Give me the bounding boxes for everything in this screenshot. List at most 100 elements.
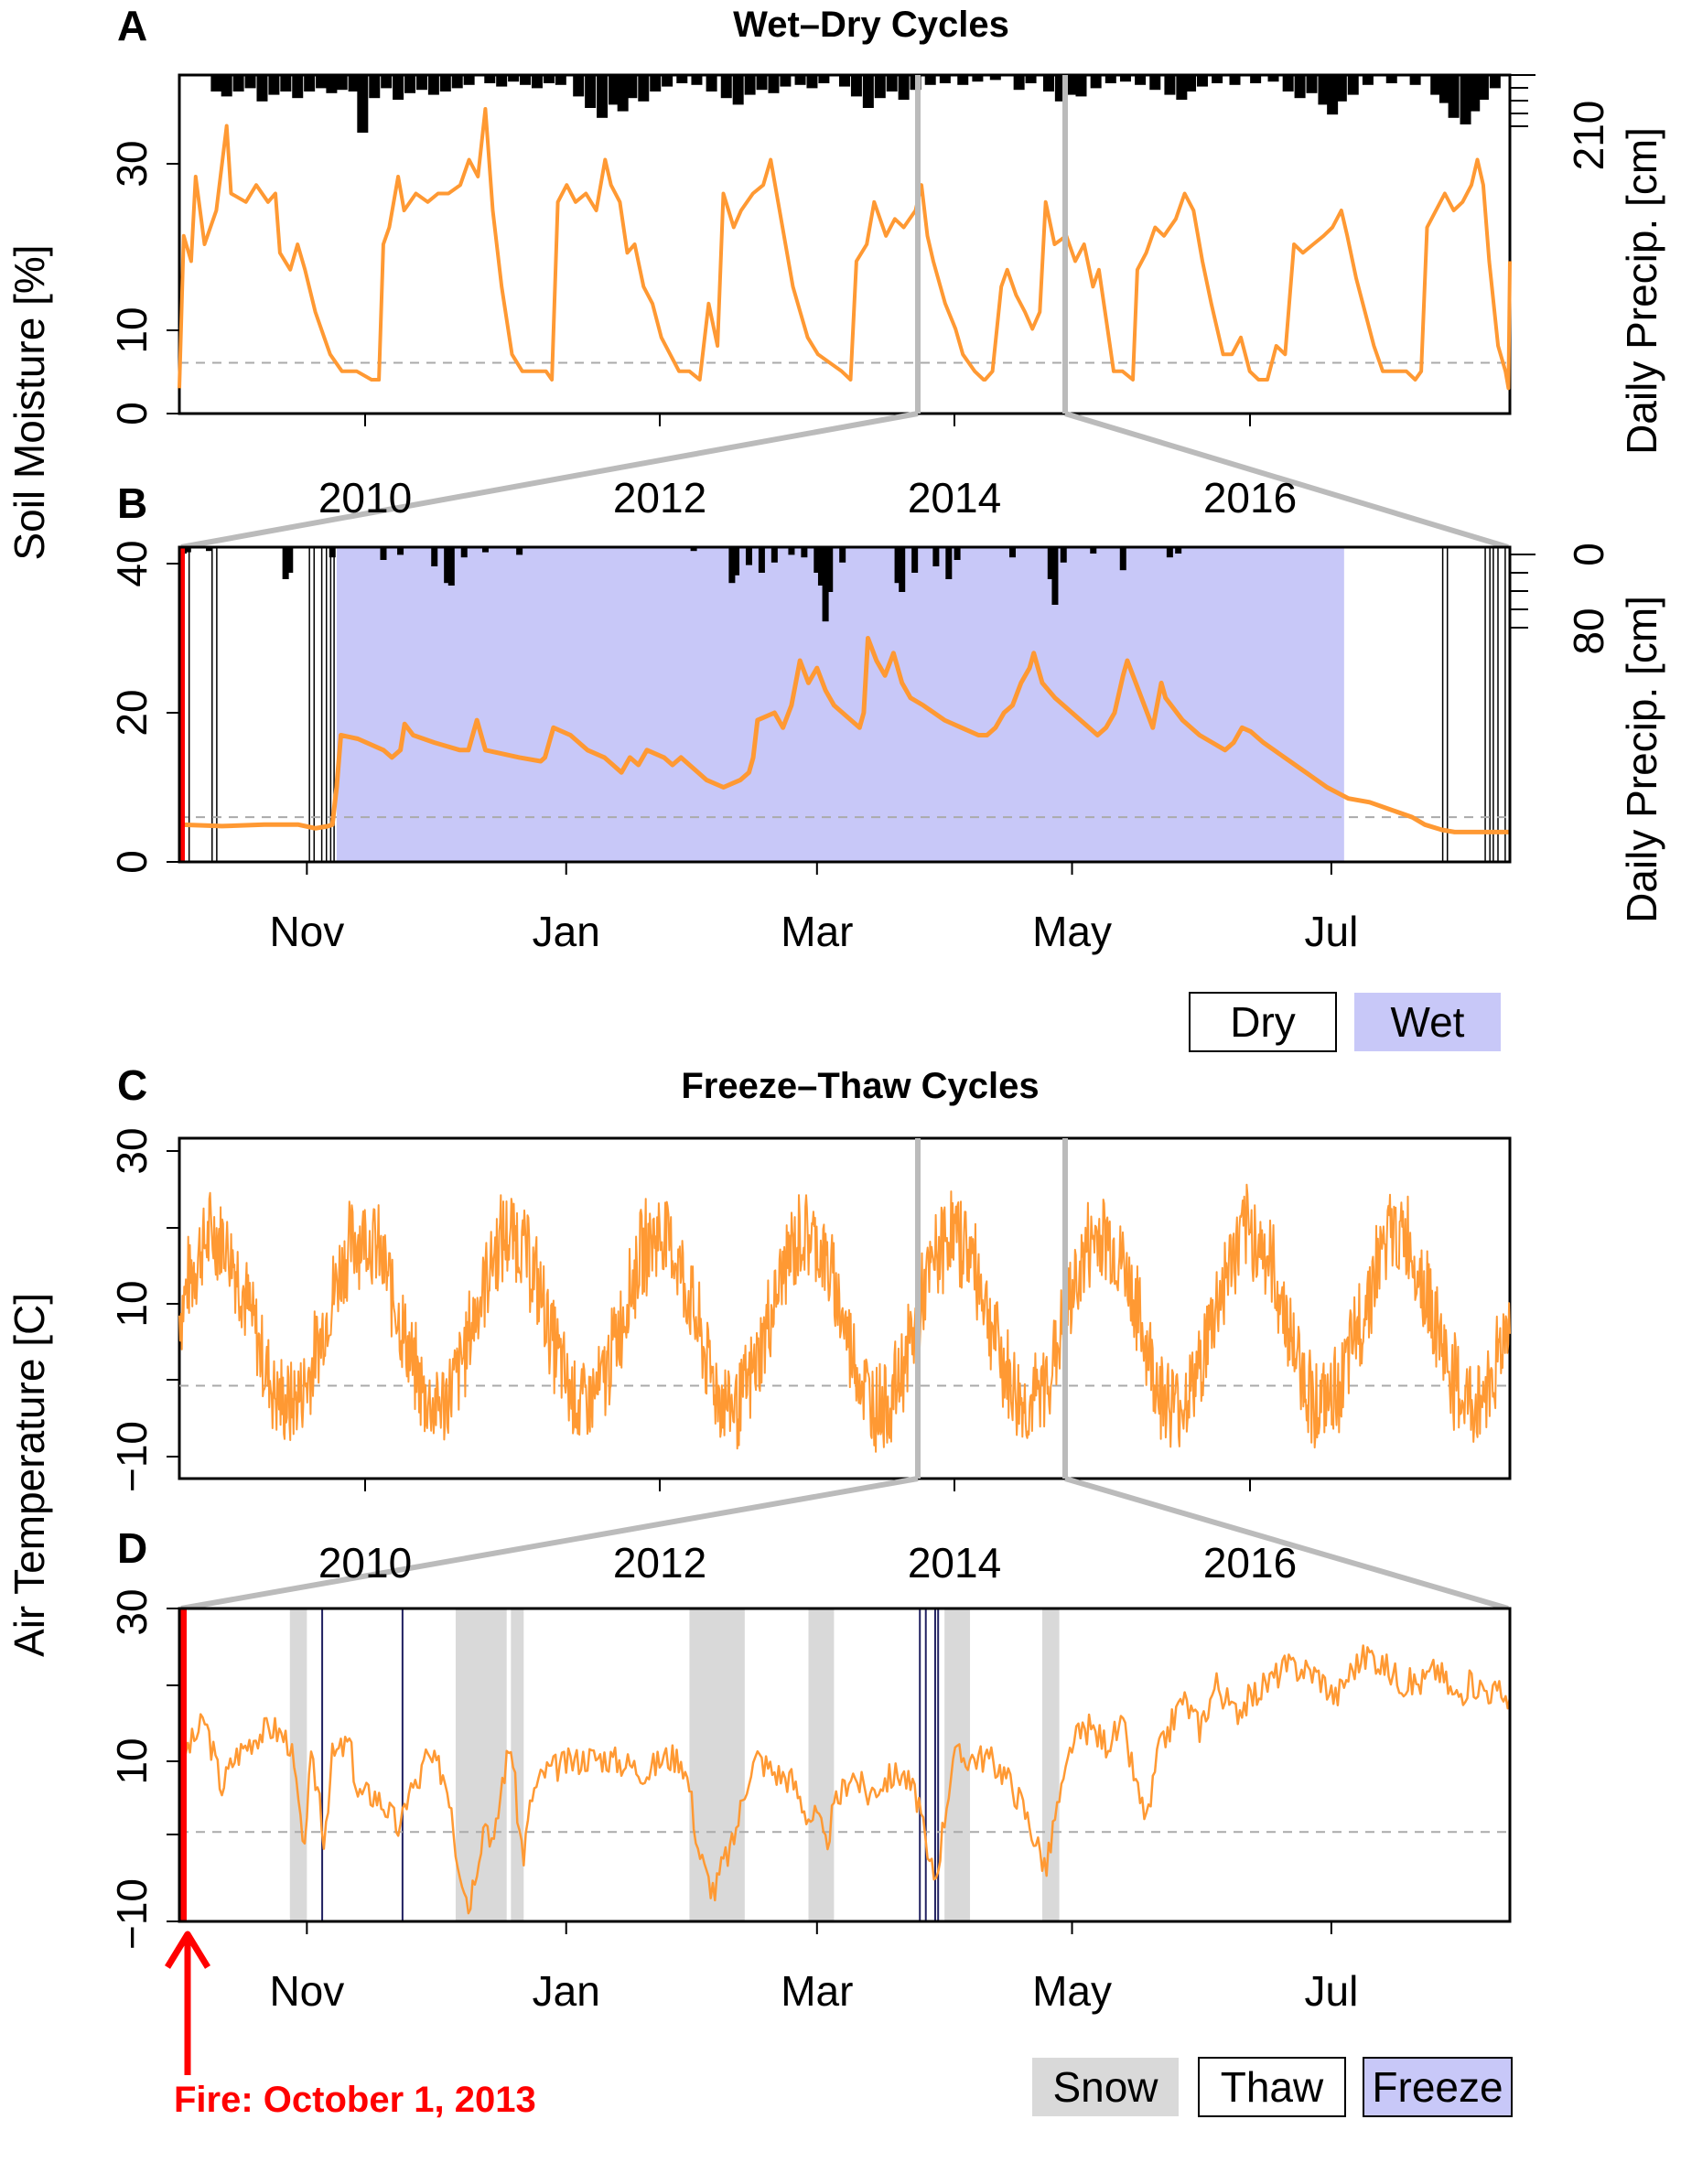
panel-b-x-ticks: Nov Jan Mar May Jul <box>269 862 1358 955</box>
panel-a-precip-bar-77 <box>1196 75 1208 87</box>
legend-dry-label: Dry <box>1230 998 1296 1046</box>
legend-dry-swatch <box>1189 992 1337 1052</box>
panel-b-precip-bar-23 <box>817 547 824 586</box>
panel-a-precip-bar-10 <box>326 75 338 93</box>
panel-a-precip-bar-46 <box>768 75 780 93</box>
panel-a-title: Wet–Dry Cycles <box>733 5 1009 45</box>
panel-d-ytick-label-30: 30 <box>108 1588 156 1635</box>
panel-b-precip-bar-27 <box>894 547 901 584</box>
panel-a-precip-bar-92 <box>1430 75 1442 95</box>
zoom-connector-cd-right <box>1064 1476 1509 1611</box>
panel-b-precip-bar-38 <box>1119 547 1126 571</box>
panel-d-snow-periods <box>289 1608 1060 1921</box>
panel-b-xtick-label-2: Mar <box>781 908 853 955</box>
panel-b-precip-bar-34 <box>1047 547 1054 579</box>
panel-c-letter: C <box>117 1061 147 1109</box>
panel-b-precip-bar-39 <box>1166 547 1173 558</box>
panel-a-precip-bar-78 <box>1212 75 1223 83</box>
panel-c-frame <box>178 1136 1512 1480</box>
legend-freeze-label: Freeze <box>1372 2063 1503 2111</box>
panel-a-precip-bar-25 <box>508 75 520 82</box>
panel-b-xtick-label-0: Nov <box>269 908 344 955</box>
panel-a-precip-bar-68 <box>1075 75 1087 97</box>
panel-a-ytick-label-10: 10 <box>108 307 156 353</box>
panel-a-precip-bar-8 <box>304 75 316 91</box>
panel-a-precip-bar-63 <box>1013 75 1025 91</box>
panel-a-frame <box>178 73 1512 415</box>
panel-a-precip-bar-67 <box>1066 75 1078 95</box>
panel-b-precip-bar-15 <box>728 547 736 584</box>
panel-b-wet-period <box>336 547 1344 862</box>
panel-a-precip-bar-75 <box>1176 75 1188 100</box>
panel-a-xtick-label-2016: 2016 <box>1203 474 1297 522</box>
panel-b-precip-bar-2 <box>206 547 213 552</box>
panel-d-xtick-label-1: Jan <box>533 1967 600 2015</box>
panel-c: C Freeze–Thaw Cycles −10 10 30 <box>108 1061 1512 1492</box>
panel-d-x-ticks: Nov Jan Mar May Jul <box>269 1921 1358 2015</box>
panel-a-precip-bar-95 <box>1460 75 1471 124</box>
panel-a-precip-bar-90 <box>1385 75 1397 83</box>
panel-b-precip-bar-40 <box>1175 547 1182 554</box>
fire-arrow-head <box>165 1931 210 1969</box>
panel-a-precip-bar-9 <box>316 75 328 89</box>
panel-b-precip-bar-4 <box>286 547 294 573</box>
panel-b-ytick-label-0: 0 <box>108 850 156 874</box>
panel-a-precip-bar-6 <box>280 75 292 91</box>
panel-b-precip-bar-30 <box>932 547 940 566</box>
panel-a-precip-bar-76 <box>1185 75 1197 91</box>
panel-d-ytick-label-10: 10 <box>108 1738 156 1784</box>
panel-b-precip-bar-19 <box>770 547 778 563</box>
panel-b-precip-bar-17 <box>745 547 752 565</box>
panel-a-precip-bar-94 <box>1448 75 1460 118</box>
panel-a-precip-bar-3 <box>244 75 256 89</box>
legend-wet-swatch <box>1354 993 1501 1051</box>
panel-d-letter: D <box>117 1524 147 1572</box>
panel-b-precip-bar-26 <box>839 547 846 563</box>
panel-d-snow-period-1 <box>455 1608 507 1921</box>
legend-temperature: Snow Thaw Freeze <box>1032 2057 1513 2117</box>
panel-a: A Wet–Dry Cycles 0 10 30 210 Daily Preci… <box>108 2 1665 455</box>
panel-a-precip-bar-35 <box>626 75 638 99</box>
panel-a-precip-bar-27 <box>531 75 543 89</box>
panel-a-precip-bar-55 <box>886 75 898 91</box>
panel-b-precip-bar-22 <box>814 547 821 573</box>
panel-a-precip-bar-4 <box>256 75 268 102</box>
panel-a-precip-bar-97 <box>1477 75 1489 100</box>
soil-moisture-axis-label: Soil Moisture [%] <box>5 244 53 560</box>
panel-b-precip-bar-10 <box>447 547 455 586</box>
panel-a-precip-bar-98 <box>1489 75 1501 89</box>
panel-a-precip-bar-28 <box>543 75 555 83</box>
panel-a-precip-bar-26 <box>520 75 532 85</box>
panel-a-precip-bar-16 <box>393 75 404 100</box>
panel-a-precip-bar-65 <box>1042 75 1054 91</box>
panel-b-precip-bar-35 <box>1051 547 1059 605</box>
panel-d: D −10 10 30 Nov Jan Mar May Jul <box>108 1524 1512 2015</box>
panel-b-precip-bar-25 <box>826 547 834 592</box>
panel-a-precip-bar-29 <box>555 75 566 85</box>
panel-c-ytick-label-30: 30 <box>108 1127 156 1174</box>
zoom-connector-ab-right <box>1064 411 1509 550</box>
panel-b-precip-bar-28 <box>899 547 906 592</box>
panel-a-precip-bar-86 <box>1327 75 1339 115</box>
panel-a-precip-bar-59 <box>939 75 951 83</box>
panel-a-precip-bar-43 <box>732 75 744 105</box>
panel-a-precip-bar-93 <box>1439 75 1450 103</box>
panel-a-precip-bar-69 <box>1090 75 1102 89</box>
panel-a-precip-bar-51 <box>839 75 850 87</box>
panel-a-y2-label: Daily Precip. [cm] <box>1618 127 1665 455</box>
panel-a-precip-bar-83 <box>1294 75 1306 99</box>
panel-a-precip-bar-89 <box>1362 75 1374 85</box>
panel-b-ytick-label-20: 20 <box>108 689 156 736</box>
zoom-connector-cd-left <box>180 1476 919 1611</box>
panel-a-precip-bar-61 <box>972 75 984 82</box>
panel-a-precip-bar-82 <box>1282 75 1294 91</box>
panel-a-soil-moisture-line <box>178 107 1512 391</box>
panel-b-precip-bar-5 <box>329 547 336 558</box>
panel-b-precip-bar-13 <box>516 547 523 555</box>
legend-freeze-swatch <box>1363 2057 1513 2117</box>
panel-a-precip-bar-15 <box>381 75 393 89</box>
panel-a-precip-bar-33 <box>608 75 620 105</box>
panel-b-xtick-label-3: May <box>1032 908 1112 955</box>
panel-a-precip-bar-2 <box>232 75 244 91</box>
